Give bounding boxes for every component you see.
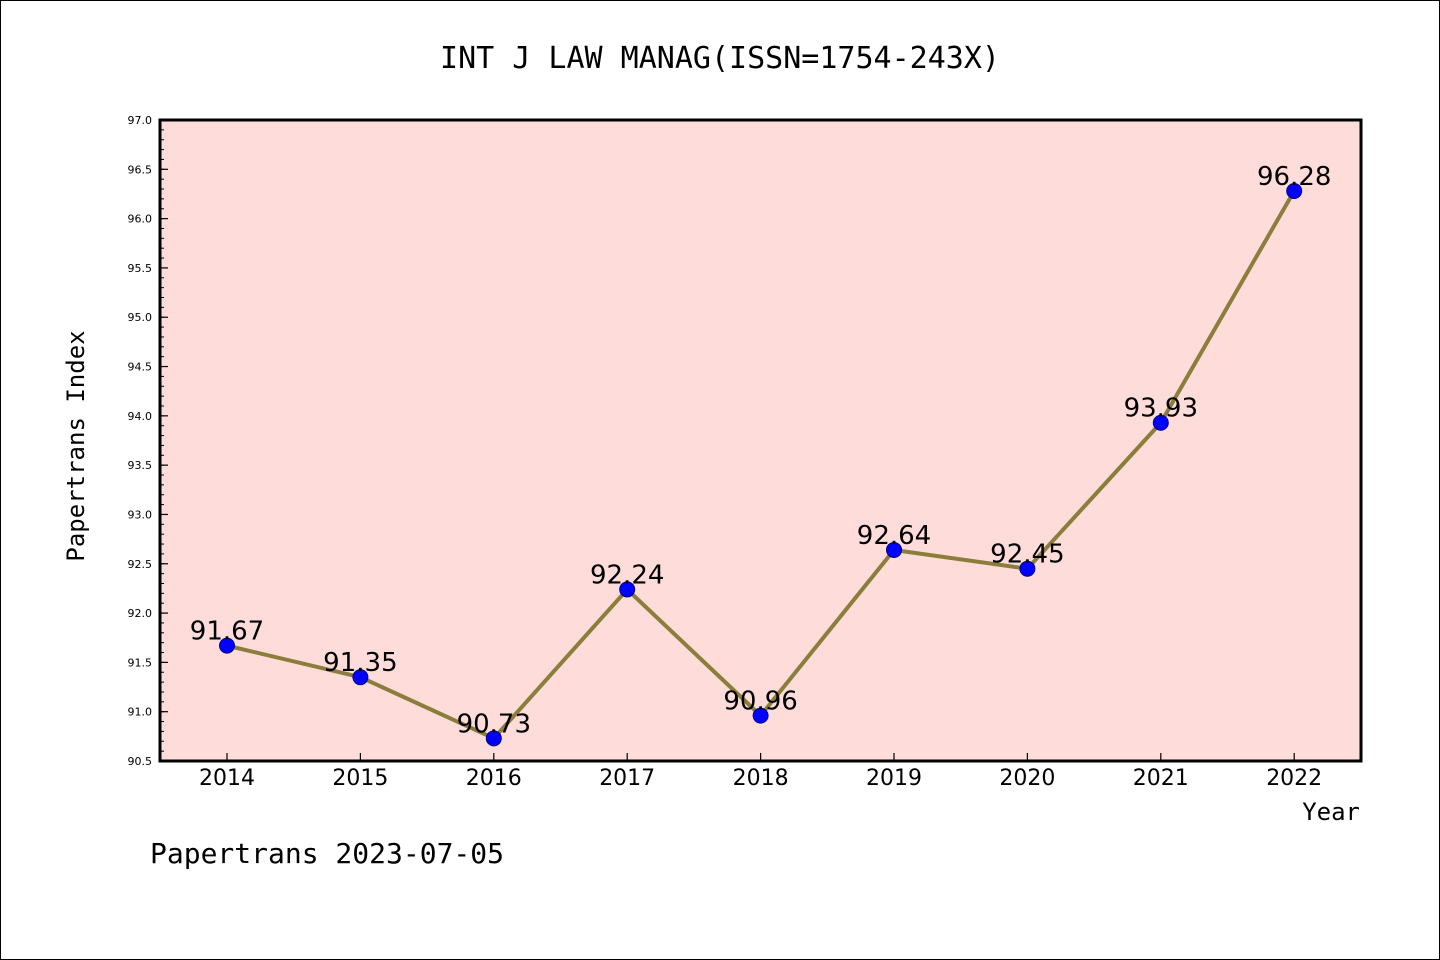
x-tick-label: 2018 [733, 766, 789, 791]
series-layer [219, 183, 1303, 747]
plot-area [160, 120, 1361, 761]
data-label: 90.96 [723, 687, 797, 717]
x-tick-label: 2016 [466, 766, 522, 791]
data-point [1286, 183, 1303, 200]
x-axis-label: Year [1302, 798, 1360, 826]
data-point [485, 730, 502, 747]
y-tick-label: 94.5 [128, 361, 153, 374]
y-tick-label: 91.5 [128, 656, 153, 669]
plot-border [158, 118, 1363, 763]
x-tick-label: 2022 [1266, 766, 1322, 791]
data-point [886, 541, 902, 558]
data-label: 91.35 [323, 648, 397, 678]
data-label: 93.93 [1124, 394, 1198, 424]
x-tick-label: 2019 [866, 766, 922, 791]
data-point [352, 669, 369, 686]
y-tick-label: 92.5 [128, 558, 153, 571]
data-label: 92.64 [857, 521, 931, 551]
x-tick-label: 2015 [332, 766, 388, 791]
data-label: 92.45 [990, 540, 1064, 570]
chart-title: INT J LAW MANAG(ISSN=1754-243X) [440, 41, 1000, 76]
x-tick-label: 2020 [999, 766, 1055, 791]
data-point [219, 637, 235, 654]
footer-credit: Papertrans 2023-07-05 [150, 837, 504, 870]
data-point [619, 581, 636, 598]
data-label: 91.67 [190, 617, 264, 647]
x-tick-label: 2021 [1133, 766, 1189, 791]
data-point [1152, 414, 1169, 431]
y-tick-label: 96.5 [128, 163, 153, 176]
y-tick-label: 95.0 [128, 311, 153, 324]
y-axis-label: Papertrans Index [62, 330, 90, 561]
x-axis: 2014 2015 2016 2017 2018 2019 2020 2021 2022 [199, 753, 1322, 791]
data-label: 92.24 [590, 560, 664, 590]
data-labels: 91.67 91.35 90.73 92.24 90.96 92.64 92.45 93.93… [190, 162, 1332, 739]
data-point [752, 707, 769, 724]
x-tick-label: 2017 [599, 766, 655, 791]
y-tick-label: 93.5 [128, 459, 153, 472]
y-tick-label: 91.0 [128, 706, 153, 719]
data-label: 96.28 [1257, 162, 1331, 192]
y-tick-label: 97.0 [128, 114, 153, 127]
y-axis: 90.5 91.0 91.5 92.0 92.5 93.0 93.5 94.0 94.5 95.0… [128, 114, 168, 768]
y-tick-label: 95.5 [128, 262, 153, 275]
y-tick-label: 96.0 [128, 213, 153, 226]
y-tick-label: 93.0 [128, 508, 153, 521]
y-tick-label: 92.0 [128, 607, 153, 620]
y-tick-label: 94.0 [128, 410, 153, 423]
x-tick-label: 2014 [199, 766, 255, 791]
y-tick-label: 90.5 [128, 755, 153, 768]
data-point [1019, 560, 1036, 577]
data-label: 90.73 [457, 709, 531, 739]
